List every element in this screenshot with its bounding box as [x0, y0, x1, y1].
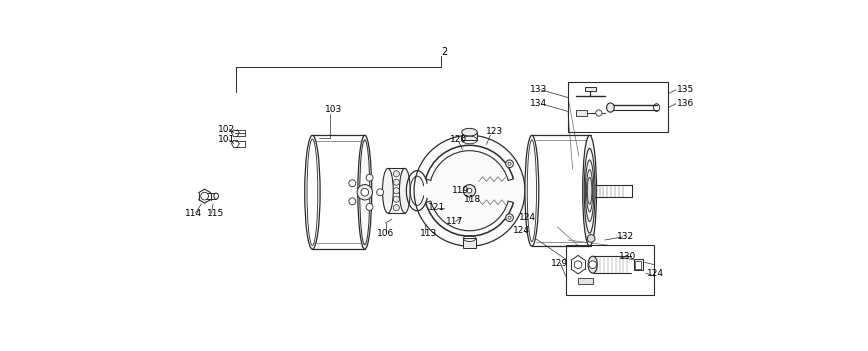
Ellipse shape	[214, 193, 219, 199]
Ellipse shape	[358, 135, 372, 249]
Ellipse shape	[584, 148, 595, 233]
Bar	[575, 110, 588, 116]
Text: 118: 118	[464, 196, 482, 205]
Text: 123: 123	[486, 127, 503, 136]
Ellipse shape	[589, 256, 597, 273]
Circle shape	[589, 261, 596, 269]
Text: 136: 136	[677, 99, 694, 108]
Text: 120: 120	[450, 135, 467, 144]
Circle shape	[377, 189, 384, 196]
Circle shape	[588, 234, 595, 242]
Circle shape	[201, 192, 208, 200]
Circle shape	[393, 171, 399, 177]
Circle shape	[467, 188, 472, 193]
Text: 106: 106	[377, 229, 394, 238]
Ellipse shape	[359, 140, 370, 245]
Bar	[578, 278, 594, 284]
Text: 119: 119	[451, 186, 469, 195]
Text: 102: 102	[218, 125, 235, 134]
Circle shape	[508, 162, 511, 165]
Circle shape	[357, 185, 372, 200]
Text: 124: 124	[519, 213, 536, 222]
Bar	[635, 261, 641, 269]
Circle shape	[366, 174, 373, 181]
Circle shape	[464, 185, 476, 197]
Circle shape	[414, 135, 525, 246]
Text: 114: 114	[185, 208, 201, 218]
Text: 115: 115	[207, 208, 224, 218]
Ellipse shape	[587, 170, 593, 212]
Circle shape	[506, 160, 513, 168]
Bar	[464, 238, 476, 248]
Ellipse shape	[305, 135, 320, 249]
Text: 124: 124	[648, 269, 664, 278]
Text: 121: 121	[428, 203, 445, 212]
Text: 101: 101	[218, 135, 235, 144]
Circle shape	[349, 180, 356, 187]
Bar	[462, 132, 477, 140]
Bar	[568, 82, 668, 132]
Bar	[634, 259, 642, 270]
Circle shape	[575, 261, 582, 269]
Text: 129: 129	[551, 259, 569, 267]
Circle shape	[595, 110, 602, 116]
Text: 135: 135	[677, 85, 694, 94]
Text: 113: 113	[420, 229, 437, 238]
Circle shape	[349, 198, 356, 205]
Ellipse shape	[527, 140, 536, 241]
Ellipse shape	[525, 135, 539, 246]
Circle shape	[393, 205, 399, 211]
Ellipse shape	[585, 160, 594, 221]
Text: 134: 134	[530, 99, 548, 108]
Ellipse shape	[588, 177, 592, 204]
Text: 103: 103	[325, 105, 342, 114]
Circle shape	[366, 204, 373, 210]
Circle shape	[361, 188, 369, 196]
Text: 132: 132	[617, 232, 635, 241]
Circle shape	[426, 204, 431, 208]
Text: 2: 2	[441, 47, 447, 57]
Circle shape	[393, 179, 399, 185]
Circle shape	[393, 196, 399, 202]
Ellipse shape	[462, 128, 477, 136]
Circle shape	[506, 214, 513, 221]
Bar	[566, 245, 654, 296]
Circle shape	[426, 173, 431, 178]
Ellipse shape	[307, 139, 318, 245]
Text: 124: 124	[513, 226, 530, 235]
Circle shape	[393, 188, 399, 194]
Circle shape	[508, 216, 511, 219]
Text: 117: 117	[446, 217, 464, 226]
Ellipse shape	[582, 135, 596, 246]
Bar	[585, 87, 595, 91]
Text: 133: 133	[530, 85, 548, 94]
Text: 130: 130	[619, 252, 636, 261]
Ellipse shape	[383, 168, 393, 213]
Ellipse shape	[607, 103, 615, 112]
Ellipse shape	[399, 168, 411, 213]
